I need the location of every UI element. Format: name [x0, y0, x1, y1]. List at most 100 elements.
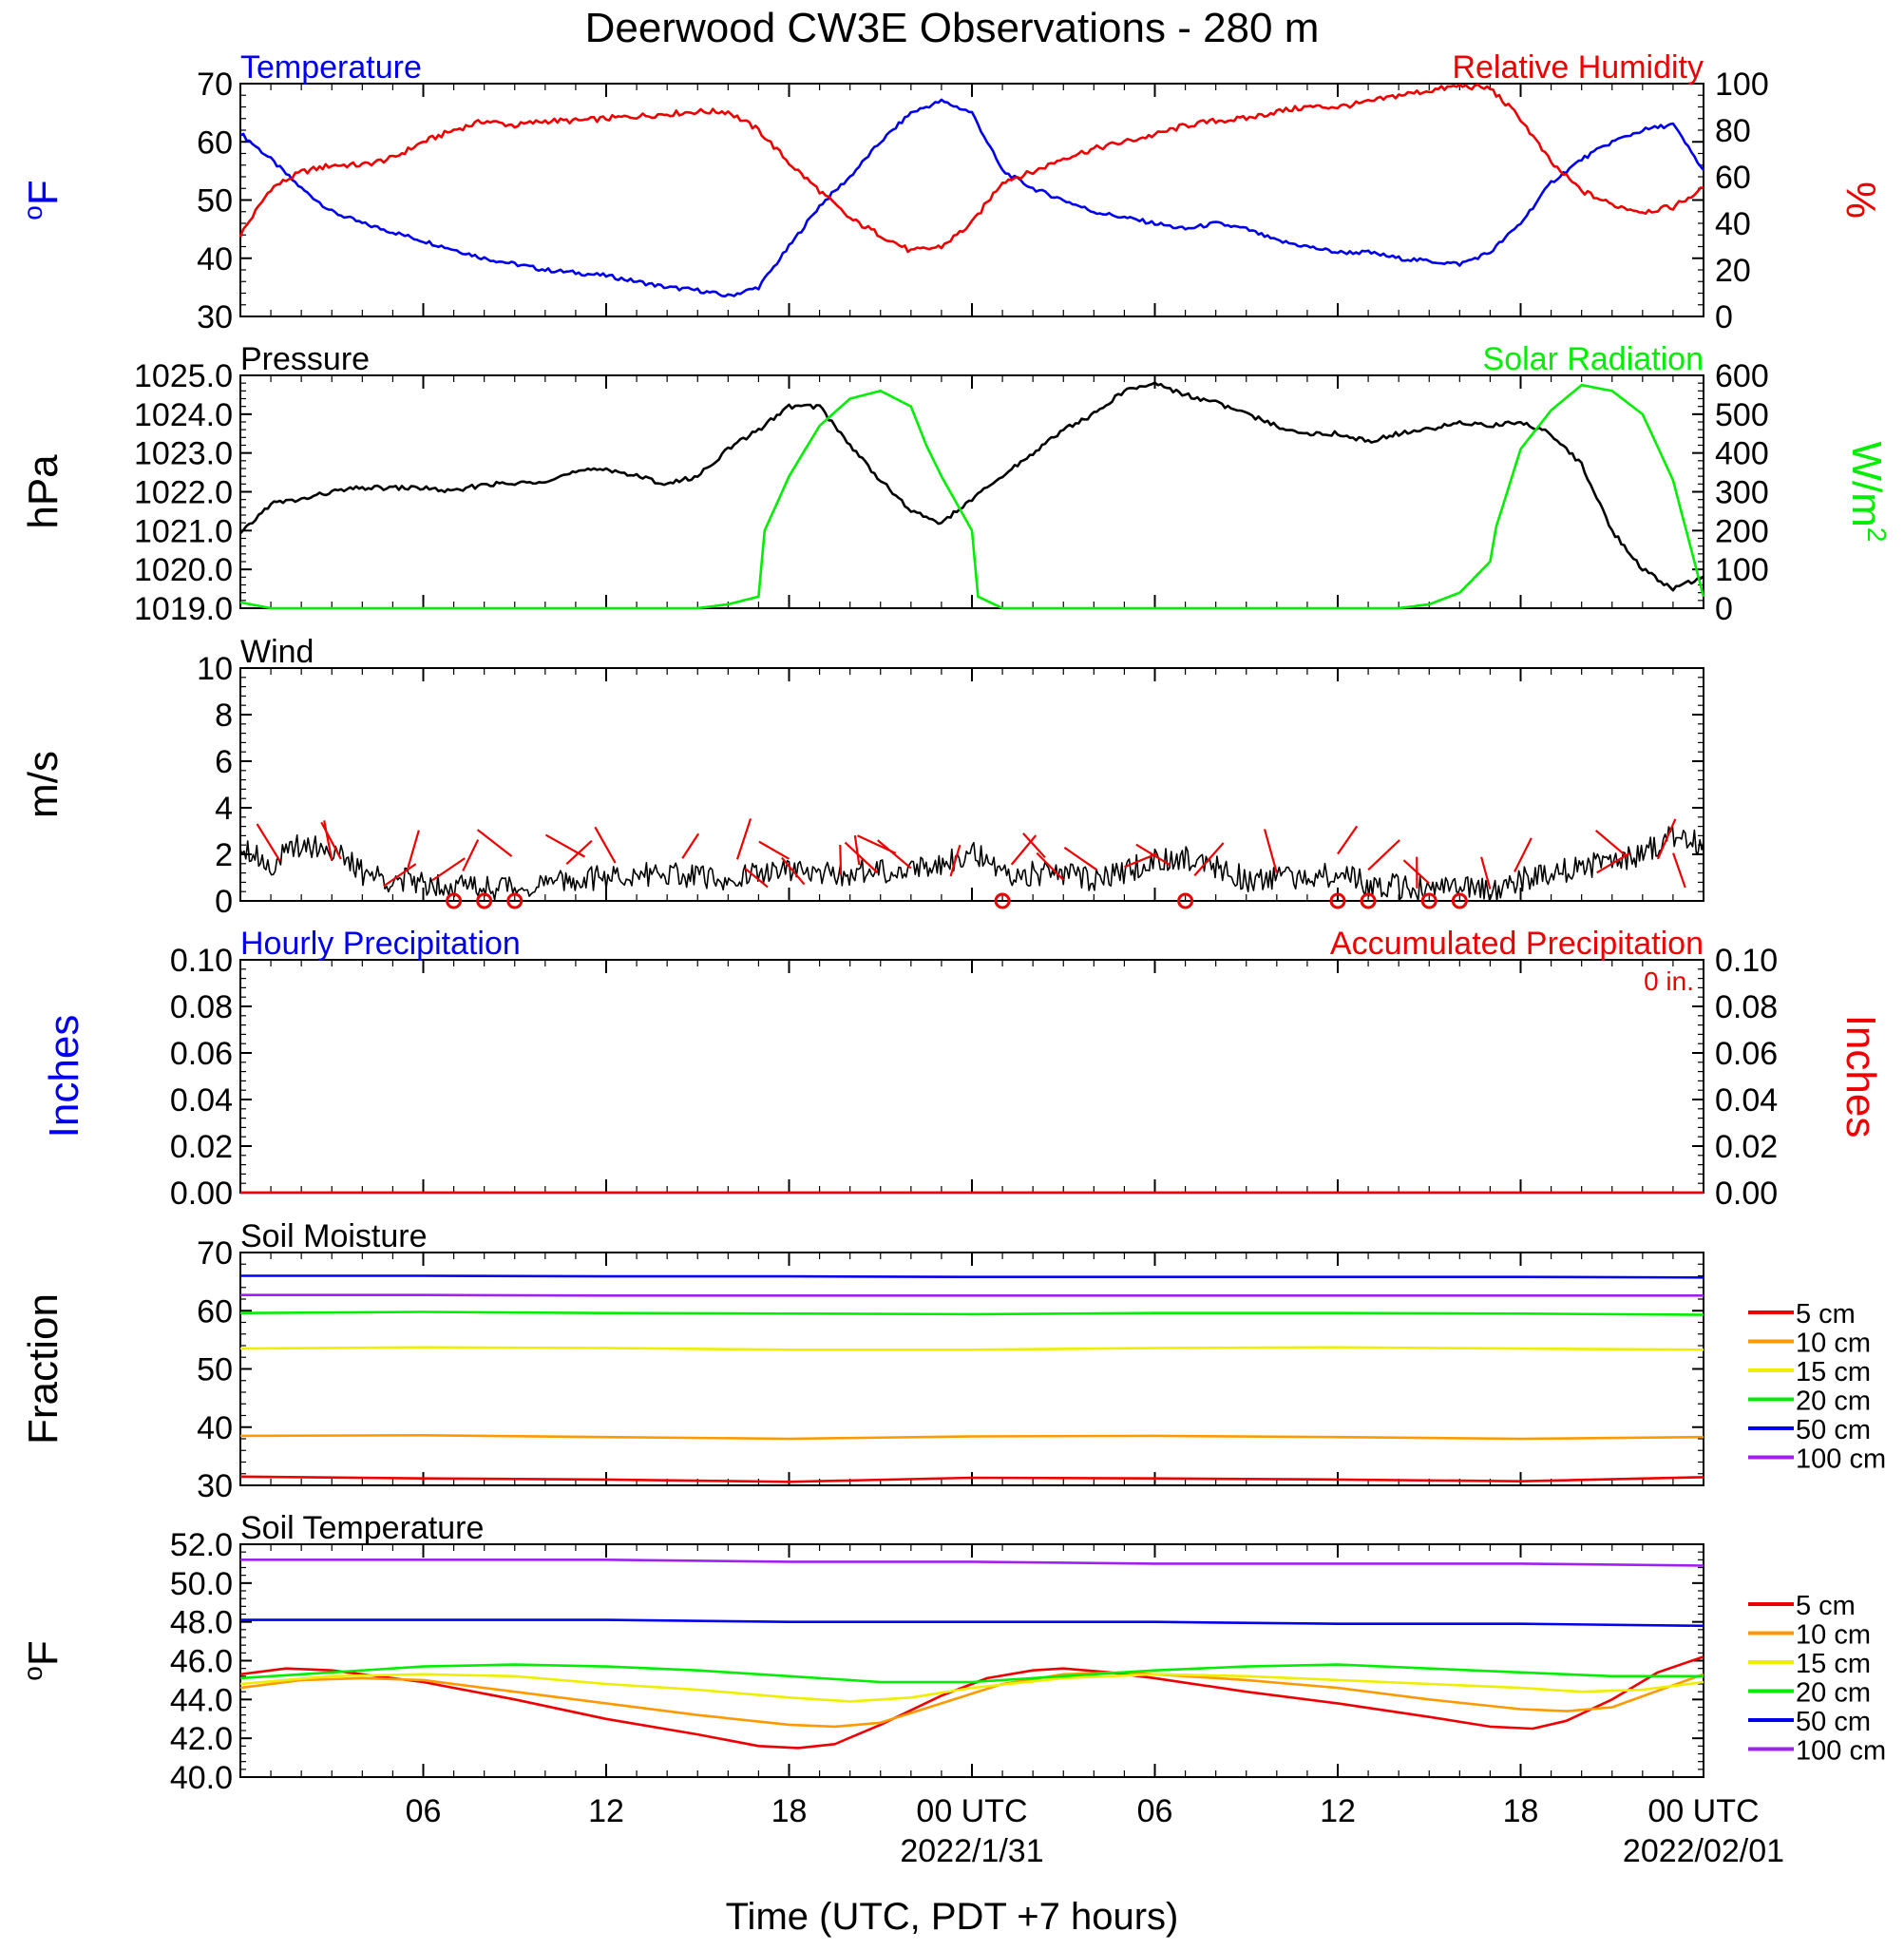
y-right-tick-label: 20	[1715, 253, 1751, 289]
series-line	[239, 1655, 1704, 1750]
series-line	[239, 383, 1705, 610]
wind-barb	[1656, 818, 1677, 860]
chart-title: Deerwood CW3E Observations - 280 m	[585, 5, 1320, 51]
unit-text: W/m	[1843, 442, 1890, 527]
y-axis-label: hPa	[20, 454, 67, 529]
x-tick-label: 00 UTC	[916, 1793, 1027, 1829]
y-tick-label: 8	[215, 698, 233, 734]
legend-label: 20 cm	[1796, 1678, 1871, 1709]
y-tick-label: 0	[215, 884, 233, 920]
wind-barb	[1594, 830, 1628, 858]
panel-left-title: Pressure	[240, 341, 370, 377]
y-tick-label: 30	[197, 1468, 233, 1504]
y-tick-label: 60	[197, 1293, 233, 1329]
panel-left-title: Soil Temperature	[240, 1510, 484, 1546]
series-line	[238, 83, 1704, 254]
x-tick-label: 12	[1320, 1793, 1356, 1829]
y-right-tick-label: 500	[1715, 397, 1769, 433]
series-line	[239, 1346, 1704, 1351]
y-right-tick-label: 200	[1715, 513, 1769, 549]
panel-right-title: Accumulated Precipitation	[1330, 926, 1704, 962]
x-tick-label: 00 UTC	[1647, 1793, 1759, 1829]
wind-barb	[1010, 834, 1038, 866]
y-right-tick-label: 40	[1715, 206, 1751, 242]
legend-label: 100 cm	[1796, 1444, 1886, 1475]
legend-label: 100 cm	[1796, 1736, 1886, 1767]
time-axis: 06 12 18 00 UTC 2022/1/31 06 12 18 00 UTC 2022/02…	[406, 1793, 1785, 1869]
calm-wind-marker	[506, 892, 524, 909]
wind-barb	[544, 833, 586, 858]
wind-barb	[1022, 832, 1046, 859]
wind-barb	[1135, 843, 1171, 867]
y-right-tick-label: 0.02	[1715, 1129, 1778, 1165]
y-right-tick-label: 80	[1715, 113, 1751, 149]
calm-wind-marker	[1420, 892, 1438, 909]
y-tick-label: 1023.0	[134, 436, 233, 472]
series-line	[240, 1293, 1704, 1297]
y-tick-label: 70	[197, 67, 233, 103]
calm-wind-marker	[994, 892, 1011, 909]
calm-wind-marker	[1360, 892, 1377, 909]
y-tick-label: 2	[215, 837, 233, 873]
y-tick-label: 10	[197, 651, 233, 687]
y-tick-label: 0.04	[170, 1082, 233, 1119]
y-tick-label: 70	[197, 1235, 233, 1272]
y-tick-label: 0.02	[170, 1129, 233, 1165]
unit-letter: F	[20, 1640, 67, 1666]
series-line	[240, 1274, 1704, 1279]
panel-temp_rh: 30 40 50 60 70 0 20 40 60 80 100 Temperature Relativ…	[18, 49, 1884, 335]
panel-left-title: Soil Moisture	[240, 1218, 428, 1254]
panel-wind: 0 2 4 6 8 10 Wind m/s	[20, 634, 1704, 920]
wind-barb	[844, 841, 879, 874]
x-tick-label: 12	[588, 1793, 624, 1829]
y-tick-label: 1024.0	[134, 397, 233, 433]
series-line	[239, 1310, 1704, 1316]
x-date-label: 2022/1/31	[900, 1833, 1043, 1869]
wind-barb	[1480, 856, 1492, 889]
wind-barb	[594, 826, 617, 864]
y-tick-label: 52.0	[170, 1527, 233, 1563]
series-line	[239, 98, 1705, 298]
legend-label: 10 cm	[1796, 1329, 1871, 1359]
wind-barb	[1263, 829, 1278, 873]
series-line	[239, 381, 1704, 592]
legend-label: 50 cm	[1796, 1415, 1871, 1445]
y-tick-label: 0.00	[170, 1176, 233, 1212]
accumulated-total-label: 0 in.	[1644, 966, 1694, 996]
series-line	[240, 1559, 1704, 1567]
y-tick-label: 0.06	[170, 1036, 233, 1072]
wind-barb	[681, 832, 700, 859]
y-tick-label: 40.0	[170, 1760, 233, 1796]
panel-right-title: Relative Humidity	[1452, 49, 1704, 86]
panel-precip: 0.00 0.02 0.04 0.06 0.08 0.10 0.00 0.02 0.04 0.06…	[41, 926, 1884, 1212]
wind-barb	[1367, 839, 1400, 871]
wind-barb	[1514, 837, 1533, 872]
y-right-tick-label: 300	[1715, 475, 1769, 511]
legend-label: 15 cm	[1796, 1357, 1871, 1387]
y-tick-label: 1019.0	[134, 591, 233, 627]
x-date-label: 2022/02/01	[1623, 1833, 1784, 1869]
y-tick-label: 30	[197, 299, 233, 335]
y-right-tick-label: 0.06	[1715, 1036, 1778, 1072]
y-tick-label: 48.0	[170, 1605, 233, 1641]
y-tick-label: 1020.0	[134, 552, 233, 588]
y-right-tick-label: 60	[1715, 160, 1751, 196]
y-tick-label: 50.0	[170, 1566, 233, 1602]
calm-wind-marker	[446, 892, 463, 909]
wind-barb	[1124, 852, 1157, 869]
panel-soil_temp: 40.042.044.046.048.050.052.0 Soil Tempera…	[18, 1510, 1886, 1796]
y-tick-label: 50	[197, 183, 233, 220]
panel-pressure_solar: 1019.01020.01021.01022.01023.01024.01025…	[20, 341, 1892, 627]
y-axis-label: oF	[18, 1640, 67, 1680]
y-right-tick-label: 0	[1715, 591, 1733, 627]
y-tick-label: 40	[197, 241, 233, 277]
y-tick-label: 42.0	[170, 1721, 233, 1757]
y-right-tick-label: 100	[1715, 67, 1769, 103]
calm-wind-marker	[1329, 892, 1346, 909]
wind-barb	[1193, 842, 1225, 877]
y-tick-label: 0.10	[170, 943, 233, 979]
wind-barb	[839, 845, 843, 875]
